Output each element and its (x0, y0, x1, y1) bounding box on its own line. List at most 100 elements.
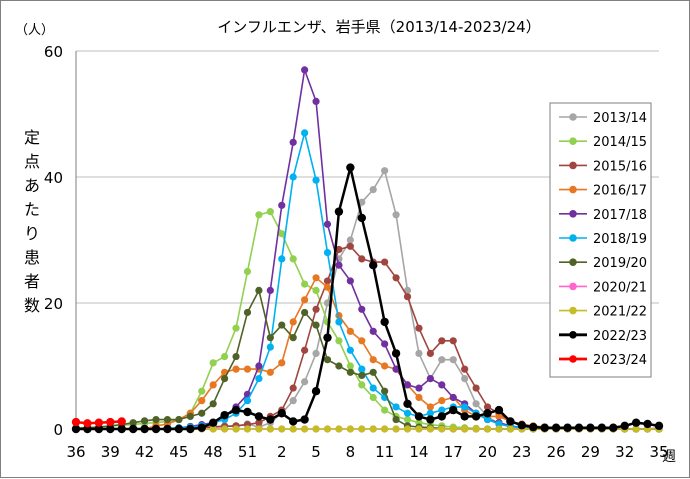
data-point (278, 255, 286, 263)
data-point (426, 425, 434, 433)
data-point (278, 359, 286, 367)
legend-label: 2013/14 (593, 111, 647, 126)
data-point (312, 286, 320, 294)
data-point (403, 293, 412, 301)
data-point (255, 286, 263, 294)
data-point (449, 393, 457, 402)
data-point (221, 425, 229, 433)
data-point (483, 409, 492, 418)
data-point (197, 423, 206, 432)
data-point (392, 403, 400, 411)
data-point (381, 362, 389, 370)
data-point (232, 324, 240, 332)
data-point (517, 421, 527, 430)
legend-box (549, 102, 652, 378)
data-point (128, 424, 138, 434)
data-point (381, 340, 389, 348)
data-point (346, 327, 354, 335)
data-point (208, 418, 218, 427)
legend-marker (569, 282, 577, 291)
data-point (243, 308, 252, 317)
data-point (198, 409, 206, 417)
x-tick-label: 29 (581, 443, 600, 461)
data-point (232, 425, 240, 433)
y-axis-label-char: 定 (23, 128, 40, 147)
data-point (221, 352, 229, 361)
y-axis-label-char: 点 (23, 152, 40, 171)
data-point (129, 419, 137, 427)
y-axis-label-char: 者 (23, 272, 40, 291)
data-point (449, 405, 458, 415)
data-point (289, 255, 297, 263)
data-point (472, 384, 480, 392)
data-point (289, 318, 297, 326)
data-point (346, 242, 354, 250)
legend-label: 2023/24 (593, 353, 647, 368)
y-axis-label-char: 患 (23, 248, 40, 267)
data-point (278, 425, 286, 433)
data-point (426, 415, 435, 424)
data-point (643, 419, 652, 429)
data-point (369, 261, 378, 270)
data-point (358, 381, 366, 389)
legend-label: 2020/21 (593, 280, 647, 295)
data-point (83, 419, 92, 428)
data-point (381, 167, 389, 175)
legend-label: 2018/19 (593, 232, 647, 247)
legend-item: 2013/14 (559, 111, 647, 126)
data-point (255, 211, 263, 219)
legend-label: 2021/22 (593, 305, 647, 320)
data-point (255, 375, 263, 383)
data-point (426, 375, 434, 383)
data-point (597, 423, 607, 432)
series-2022-23 (71, 163, 664, 434)
x-tick-label: 42 (135, 443, 154, 461)
legend-item: 2019/20 (559, 256, 647, 271)
data-point (301, 346, 309, 354)
data-point (632, 425, 640, 433)
data-point (426, 403, 434, 411)
data-point (221, 375, 229, 383)
y-tick-label: 20 (44, 295, 63, 313)
x-tick-label: 20 (478, 443, 497, 461)
data-point (403, 409, 412, 417)
data-point (243, 407, 252, 417)
data-point (278, 230, 286, 238)
data-point (278, 201, 286, 209)
legend-label: 2017/18 (593, 208, 647, 223)
series-layer (71, 66, 664, 434)
x-tick-label: 51 (238, 443, 257, 461)
data-point (163, 415, 172, 424)
data-point (358, 337, 366, 345)
data-point (243, 365, 252, 373)
data-point (209, 425, 217, 433)
data-point (358, 425, 366, 433)
data-point (461, 425, 469, 433)
data-point (358, 198, 366, 206)
data-point (335, 362, 343, 370)
data-point (232, 365, 240, 373)
data-point (198, 387, 206, 395)
data-point (163, 424, 172, 434)
data-point (369, 327, 377, 335)
data-point (495, 420, 503, 428)
data-point (369, 356, 377, 364)
data-point (117, 424, 126, 434)
data-point (506, 425, 514, 433)
data-point (209, 400, 217, 408)
data-point (415, 425, 423, 433)
data-point (460, 412, 469, 421)
data-point (289, 138, 297, 146)
legend: 2013/14 2014/15 2015/16 2016/17 2017/18 2018/… (549, 102, 652, 378)
data-point (495, 412, 503, 420)
data-point (231, 405, 241, 415)
data-point (381, 425, 389, 433)
data-point (358, 305, 366, 313)
data-point (278, 321, 286, 329)
legend-marker (569, 161, 577, 170)
data-point (301, 66, 309, 74)
legend-item: 2016/17 (559, 184, 647, 199)
data-point (506, 417, 515, 426)
data-point (186, 424, 195, 434)
data-point (471, 412, 481, 421)
